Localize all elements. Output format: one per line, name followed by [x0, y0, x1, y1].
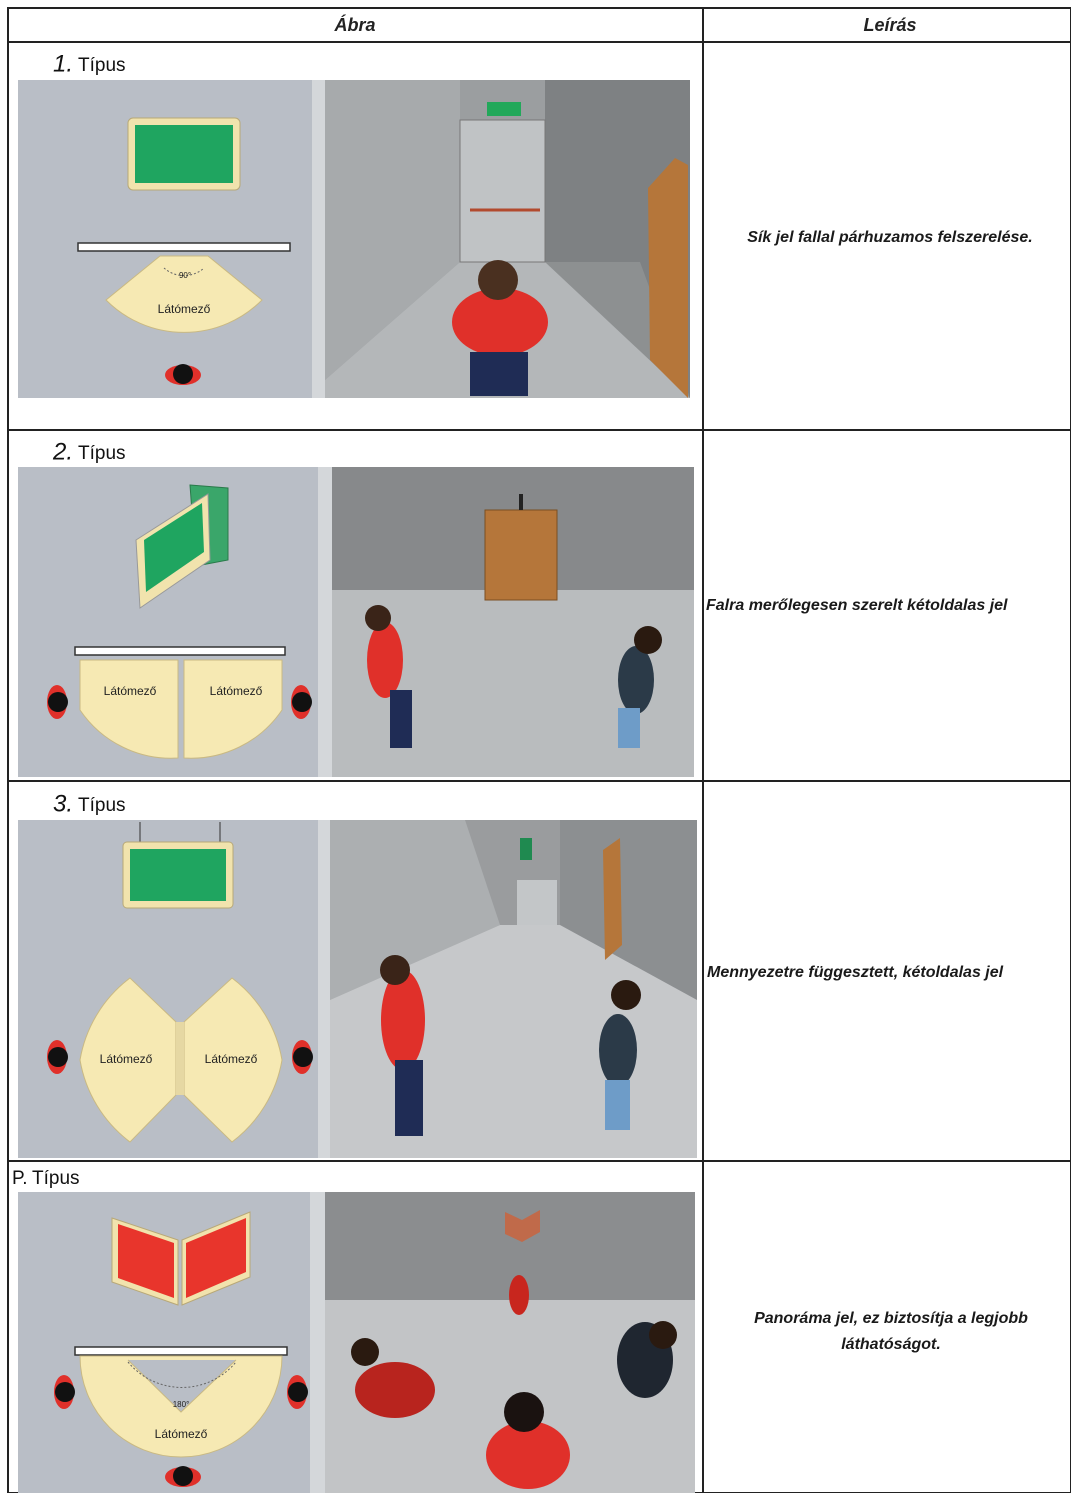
photo-shape: [367, 622, 403, 698]
schematic: [18, 820, 330, 1158]
type-number: 3.: [53, 790, 73, 817]
photo-shape: [459, 119, 546, 263]
photo-shape: [484, 509, 558, 601]
photo-shape: [605, 1080, 630, 1130]
diagram-label: Látómező: [158, 302, 211, 316]
photo-shape: [504, 1392, 544, 1432]
schematic-shape: [127, 1359, 237, 1413]
type-word: Típus: [78, 795, 126, 816]
schematic: [18, 1192, 325, 1493]
photo-shape: [380, 955, 410, 985]
photo-shape: [599, 1014, 637, 1086]
schematic-shape: [163, 267, 205, 277]
schematic-shape: [105, 255, 263, 333]
diagram-label: Látómező: [205, 1052, 258, 1066]
header-cell: Ábra: [333, 14, 375, 35]
description: Sík jel fallal párhuzamos felszerelése.: [747, 229, 1032, 246]
diagram-label: 90°: [179, 271, 191, 280]
diagram-label: Látómező: [210, 684, 263, 698]
schematic-shape: [183, 659, 283, 759]
table-frame: [7, 7, 1071, 1493]
photo-shape: [519, 494, 523, 510]
schematic-shape: [318, 467, 332, 777]
photo-shape: [325, 1300, 695, 1493]
photo-shape: [381, 970, 425, 1070]
photo-shape: [634, 626, 662, 654]
photo-shape: [390, 690, 412, 748]
photo-shape: [560, 820, 697, 1000]
type-word: Típus: [78, 55, 126, 76]
schematic-shape: [79, 977, 177, 1143]
photo-shape: [355, 1362, 435, 1418]
photo-shape: [509, 1275, 529, 1315]
shape: Falra merőlegesen szerelt kétoldalas jel: [706, 597, 1008, 614]
type-number: 1.: [53, 50, 73, 77]
schematic-shape: [74, 1346, 288, 1356]
schematic-shape: [79, 659, 179, 759]
type-word: Típus: [32, 1168, 80, 1189]
photo: [325, 1192, 695, 1493]
photo-shape: [520, 838, 532, 860]
photo-shape: [332, 590, 694, 777]
schematic: [18, 80, 325, 398]
photo-shape: [486, 1421, 570, 1489]
description: Panoráma jel, ez biztosítja a legjobb: [754, 1310, 1028, 1327]
schematic-shape: [310, 1192, 325, 1493]
photo-shape: [330, 820, 500, 1000]
shape: Panoráma jel, ez biztosítja a legjobb lá…: [754, 1310, 1028, 1353]
photo-shape: [505, 1210, 540, 1242]
schematic-shape: [135, 125, 233, 183]
schematic-shape: [186, 1218, 246, 1298]
photo-shape: [618, 708, 640, 748]
photo-shape: [603, 838, 622, 960]
photo-shape: [395, 1060, 423, 1136]
diagram-label: Látómező: [155, 1427, 208, 1441]
photo-shape: [325, 80, 460, 380]
photo-shape: [452, 288, 548, 356]
photo-shape: [611, 980, 641, 1010]
diagram-label: Látómező: [100, 1052, 153, 1066]
schematic: [18, 467, 332, 777]
header-cell: Leírás: [863, 15, 916, 35]
schematic-shape: [130, 849, 226, 901]
photo-shape: [648, 158, 688, 398]
photo: [332, 467, 694, 777]
shape: Mennyezetre függesztett, kétoldalas jel: [707, 964, 1004, 981]
type-number: 2.: [52, 438, 73, 465]
diagram-label: Látómező: [104, 684, 157, 698]
schematic-shape: [127, 1361, 237, 1388]
photo-shape: [545, 80, 690, 398]
photo-shape: [351, 1338, 379, 1366]
diagram-label: 180°: [173, 1400, 190, 1409]
schematic-shape: [312, 80, 325, 398]
photo-shape: [517, 880, 557, 925]
schematic-shape: [118, 1224, 174, 1298]
photo-shape: [478, 260, 518, 300]
photo-shape: [365, 605, 391, 631]
shape: Sík jel fallal párhuzamos felszerelése.: [747, 229, 1032, 246]
schematic-shape: [74, 646, 286, 656]
description: Mennyezetre függesztett, kétoldalas jel: [707, 964, 1004, 981]
photo: [330, 820, 697, 1158]
photo-shape: [487, 102, 521, 116]
photo-shape: [649, 1321, 677, 1349]
schematic-shape: [318, 820, 330, 1158]
photo-shape: [618, 646, 654, 714]
schematic-shape: [144, 503, 204, 592]
table-frame-shape: [7, 7, 1071, 1493]
photo-shape: [470, 352, 528, 396]
schematic-shape: [183, 977, 283, 1143]
type-number: P.: [12, 1168, 28, 1189]
description: Falra merőlegesen szerelt kétoldalas jel: [706, 597, 1008, 614]
type-word: Típus: [78, 443, 126, 464]
description: láthatóságot.: [841, 1336, 941, 1353]
photo: [325, 80, 690, 398]
schematic-shape: [176, 1022, 184, 1095]
schematic-shape: [77, 242, 291, 252]
